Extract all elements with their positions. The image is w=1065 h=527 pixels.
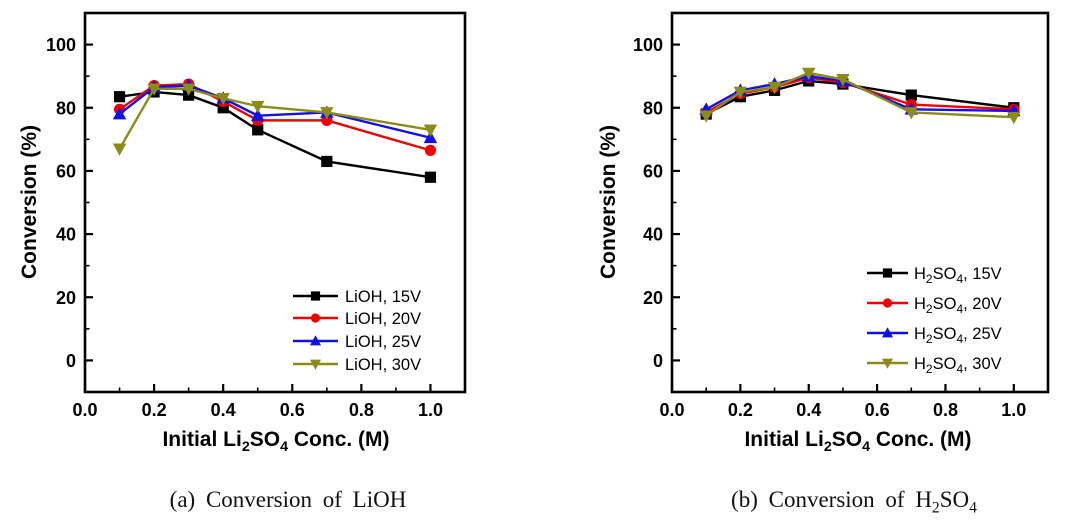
panel-a: 0.0 0.2 0.4 0.6 0.8 1.0 0 20 40 60 80 100 LiOH, 15V L… xyxy=(0,0,532,527)
x-tick-label: 0.8 xyxy=(349,400,374,420)
legend-label: LiOH, 30V xyxy=(345,356,421,374)
x-tick-label: 0.0 xyxy=(659,400,684,420)
legend-item: LiOH, 30V xyxy=(293,356,421,374)
y-tick-label: 100 xyxy=(633,35,663,55)
y-tick-label: 0 xyxy=(66,351,76,371)
x-tick-label: 0.4 xyxy=(796,400,821,420)
legend-marker xyxy=(309,359,322,370)
x-tick-label: 1.0 xyxy=(1001,400,1026,420)
data-point-marker xyxy=(112,143,127,156)
data-point-marker xyxy=(320,107,334,120)
data-point-marker xyxy=(905,89,917,101)
legend: LiOH, 15V LiOH, 20V LiOH, 25V LiOH, 30V xyxy=(293,288,421,374)
x-tick-label: 0.2 xyxy=(728,400,753,420)
y-tick-label: 40 xyxy=(56,225,76,245)
legend-item: H2SO4, 30V xyxy=(867,355,1002,376)
legend-marker xyxy=(882,268,893,278)
series-b-0 xyxy=(700,75,1020,120)
caption-b: (b) Conversion of H2SO4 xyxy=(731,487,977,517)
y-tick-label: 40 xyxy=(643,225,663,245)
data-point-marker xyxy=(699,110,713,123)
legend-label: H2SO4, 30V xyxy=(914,355,1002,376)
data-point-marker xyxy=(802,67,816,81)
series-line xyxy=(118,87,431,150)
data-point-marker xyxy=(767,81,782,95)
y-axis-title-b: Conversion (%) xyxy=(597,124,620,280)
data-point-marker xyxy=(733,86,748,99)
data-point-marker xyxy=(904,107,918,120)
legend-label: LiOH, 20V xyxy=(345,310,421,328)
y-tick-label: 60 xyxy=(56,161,76,181)
series-line xyxy=(119,90,431,179)
legend-item: LiOH, 25V xyxy=(293,333,421,351)
legend-label: LiOH, 15V xyxy=(345,288,421,306)
legend-marker xyxy=(881,358,894,369)
data-point-marker xyxy=(252,124,264,136)
legend-label: H2SO4, 25V xyxy=(914,325,1002,346)
y-tick-label: 80 xyxy=(643,98,663,118)
x-tick-label: 0.4 xyxy=(211,400,236,420)
chart-b-plot: 0.0 0.2 0.4 0.6 0.8 1.0 0 20 40 60 80 100 H2SO4, 15V… xyxy=(633,11,1050,420)
legend-marker xyxy=(310,291,321,301)
data-point-marker xyxy=(836,74,850,87)
legend-label: H2SO4, 15V xyxy=(914,265,1002,286)
y-tick-label: 20 xyxy=(56,288,76,308)
x-axis-ticks: 0.0 0.2 0.4 0.6 0.8 1.0 xyxy=(659,384,1026,420)
y-axis-title-a: Conversion (%) xyxy=(18,124,41,280)
legend-marker xyxy=(309,335,322,346)
data-point-marker xyxy=(216,92,230,106)
data-point-marker xyxy=(424,171,437,183)
legend-item: LiOH, 20V xyxy=(293,310,421,328)
y-tick-label: 100 xyxy=(46,35,76,55)
x-tick-label: 0.6 xyxy=(280,400,305,420)
y-tick-label: 20 xyxy=(643,288,663,308)
caption-a: (a) Conversion of LiOH xyxy=(169,487,407,512)
series-b-3 xyxy=(699,67,1021,125)
data-point-marker xyxy=(112,107,127,120)
data-point-marker xyxy=(1007,111,1021,125)
legend-item: H2SO4, 20V xyxy=(867,295,1002,316)
y-axis-ticks: 0 20 40 60 80 100 xyxy=(633,35,680,371)
data-point-marker xyxy=(217,102,229,114)
y-axis-ticks: 0 20 40 60 80 100 xyxy=(46,35,93,371)
legend-item: H2SO4, 25V xyxy=(867,325,1002,346)
data-point-marker xyxy=(423,130,438,144)
legend-item: H2SO4, 15V xyxy=(867,265,1002,286)
x-tick-label: 0.0 xyxy=(72,400,97,420)
x-tick-label: 0.8 xyxy=(933,400,958,420)
legend-item: LiOH, 15V xyxy=(293,288,421,306)
panel-b: 0.0 0.2 0.4 0.6 0.8 1.0 0 20 40 60 80 100 H2SO4, 15V… xyxy=(533,0,1065,527)
data-point-marker xyxy=(424,144,437,156)
x-tick-label: 0.6 xyxy=(865,400,890,420)
data-point-marker xyxy=(181,83,196,96)
data-point-marker xyxy=(423,124,438,137)
legend-marker xyxy=(310,313,321,323)
y-tick-label: 80 xyxy=(56,98,76,118)
data-point-marker xyxy=(251,108,265,121)
x-axis-title-a: Initial Li2SO4 Conc. (M) xyxy=(162,428,390,456)
series-a-1 xyxy=(113,78,437,156)
x-tick-label: 0.2 xyxy=(142,400,167,420)
legend-label: H2SO4, 20V xyxy=(914,295,1002,316)
legend-marker xyxy=(882,298,893,308)
data-point-marker xyxy=(321,155,333,168)
y-tick-label: 60 xyxy=(643,161,663,181)
legend-label: LiOH, 25V xyxy=(345,333,421,351)
series-a-0 xyxy=(113,86,437,183)
data-point-marker xyxy=(251,100,265,114)
legend: H2SO4, 15V H2SO4, 20V H2SO4, 25V H2SO4, 30V xyxy=(867,265,1002,376)
x-axis-ticks: 0.0 0.2 0.4 0.6 0.8 1.0 xyxy=(72,384,443,420)
data-point-marker xyxy=(113,91,126,103)
x-tick-label: 1.0 xyxy=(418,400,443,420)
x-axis-title-b: Initial Li2SO4 Conc. (M) xyxy=(744,428,972,456)
legend-marker xyxy=(881,327,894,338)
y-tick-label: 0 xyxy=(653,351,663,371)
data-point-marker xyxy=(147,83,161,96)
series-a-3 xyxy=(112,83,438,156)
